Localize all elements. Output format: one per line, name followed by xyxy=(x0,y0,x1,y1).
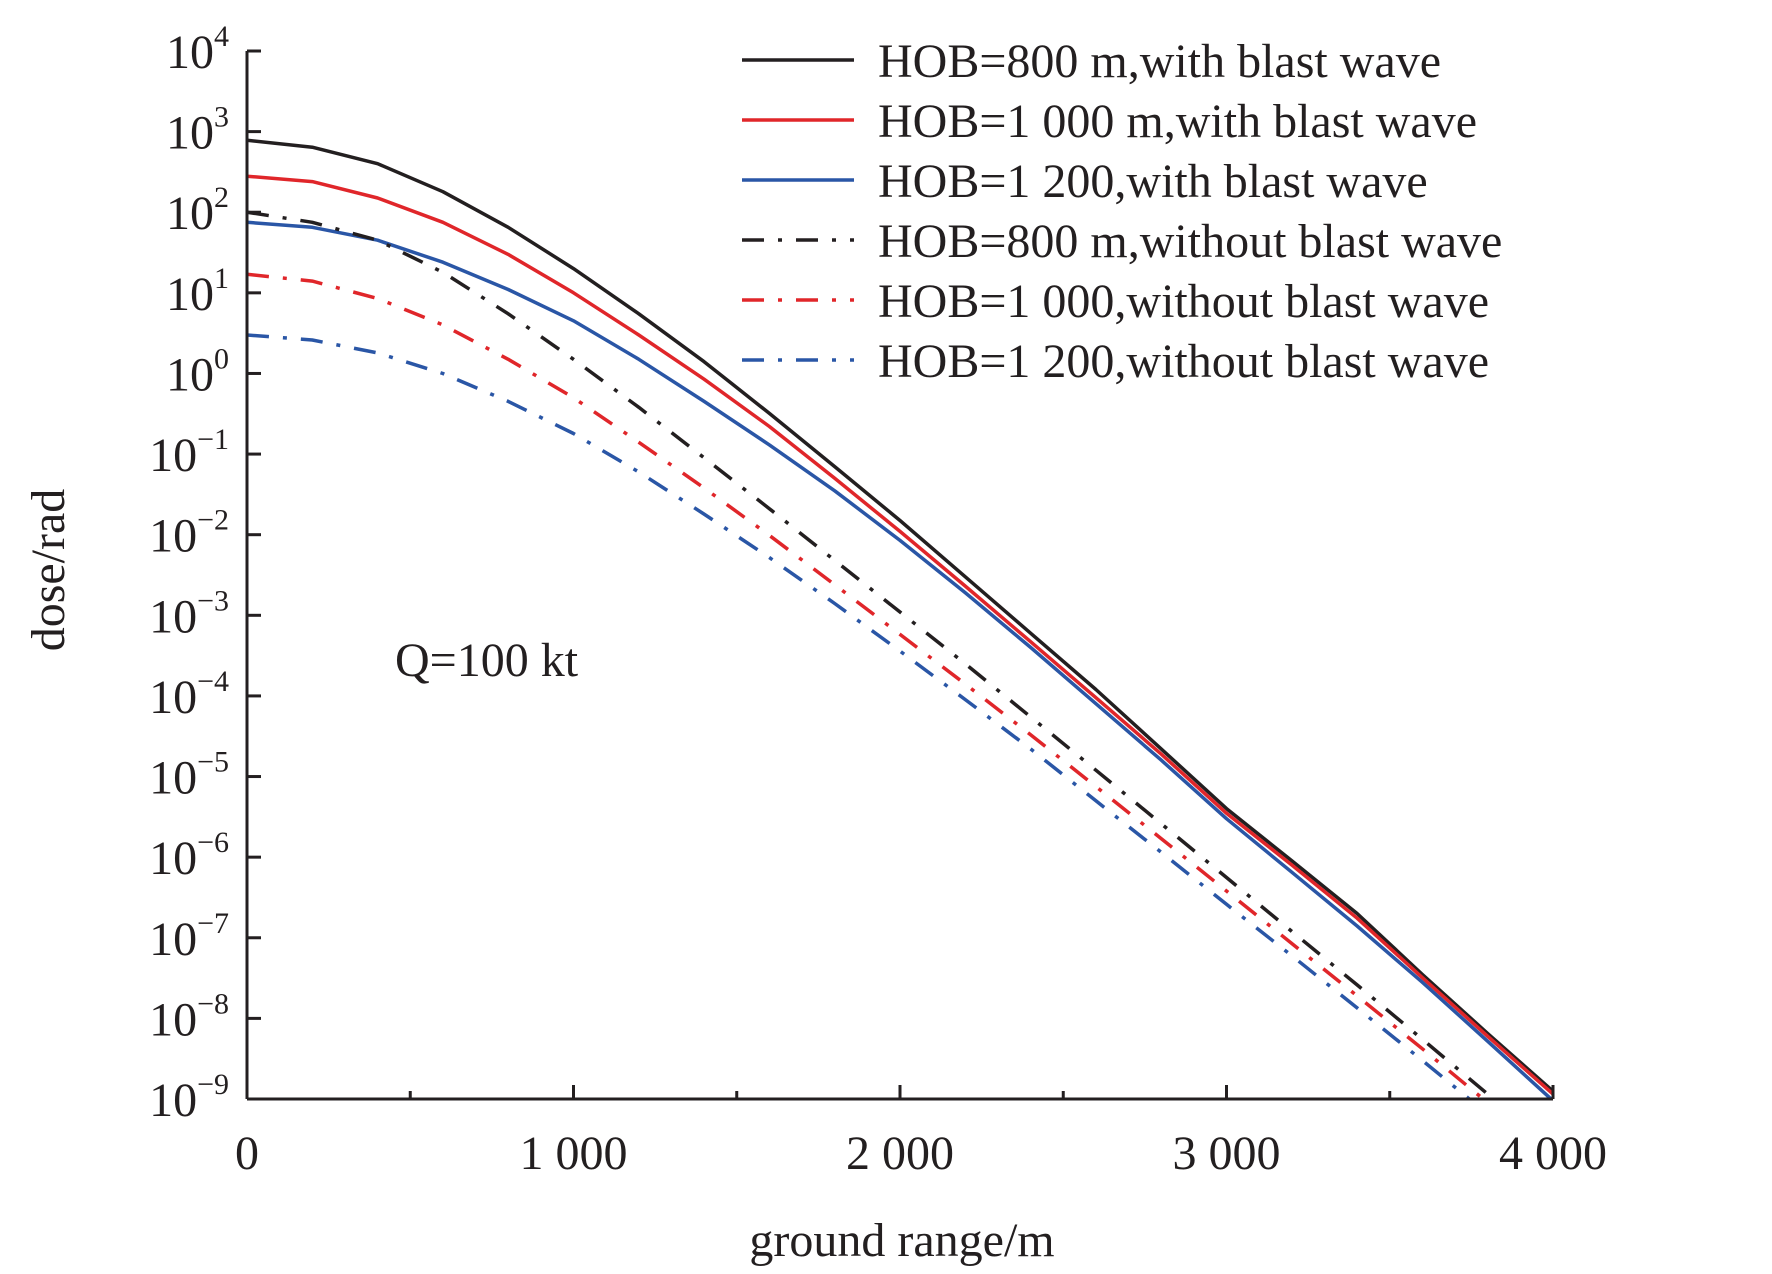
legend-label-5: HOB=1 000,without blast wave xyxy=(878,275,1489,328)
y-tick-label: 10−3 xyxy=(149,584,229,643)
y-tick-label: 10−9 xyxy=(149,1068,229,1127)
series-line-1 xyxy=(247,138,1553,1093)
y-axis-title: dose/rad xyxy=(22,489,75,652)
x-tick-label: 3 000 xyxy=(1173,1127,1281,1180)
legend-label-6: HOB=1 200,without blast wave xyxy=(878,335,1489,388)
y-tick-label: 10−2 xyxy=(149,504,229,563)
legend-label-1: HOB=800 m,with blast wave xyxy=(878,35,1441,88)
y-tick-label: 10−4 xyxy=(149,665,229,724)
y-tick-label: 10−7 xyxy=(149,907,229,966)
ticks-layer: 0 1 000 2 000 3 000 4 000 104 103 102 101 100 10−1… xyxy=(149,20,1607,1180)
series-line-2 xyxy=(247,174,1553,1096)
annotation-q-100-kt: Q=100 kt xyxy=(395,634,579,687)
y-tick-label: 101 xyxy=(166,262,229,321)
series-layer xyxy=(247,138,1553,1099)
y-tick-label: 10−8 xyxy=(149,987,229,1046)
axes-layer xyxy=(245,51,1553,1101)
y-tick-label: 10−1 xyxy=(149,423,229,482)
y-tick-label: 104 xyxy=(166,20,229,79)
legend: HOB=800 m,with blast wave HOB=1 000 m,wit… xyxy=(742,35,1502,388)
series-line-3 xyxy=(247,220,1553,1099)
series-line-5 xyxy=(247,272,1486,1099)
legend-label-2: HOB=1 000 m,with blast wave xyxy=(878,95,1477,148)
legend-label-4: HOB=800 m,without blast wave xyxy=(878,215,1502,268)
y-tick-label: 102 xyxy=(166,181,229,240)
x-tick-label: 4 000 xyxy=(1499,1127,1607,1180)
y-tick-label: 10−6 xyxy=(149,826,229,885)
series-line-4 xyxy=(247,210,1497,1099)
series-line-6 xyxy=(247,333,1473,1099)
x-tick-label: 0 xyxy=(235,1127,259,1180)
y-tick-label: 103 xyxy=(166,101,229,160)
legend-label-3: HOB=1 200,with blast wave xyxy=(878,155,1428,208)
y-tick-label: 100 xyxy=(166,342,229,401)
y-tick-label: 10−5 xyxy=(149,746,229,805)
x-tick-label: 1 000 xyxy=(520,1127,628,1180)
x-tick-label: 2 000 xyxy=(846,1127,954,1180)
x-axis-title: ground range/m xyxy=(749,1214,1054,1267)
